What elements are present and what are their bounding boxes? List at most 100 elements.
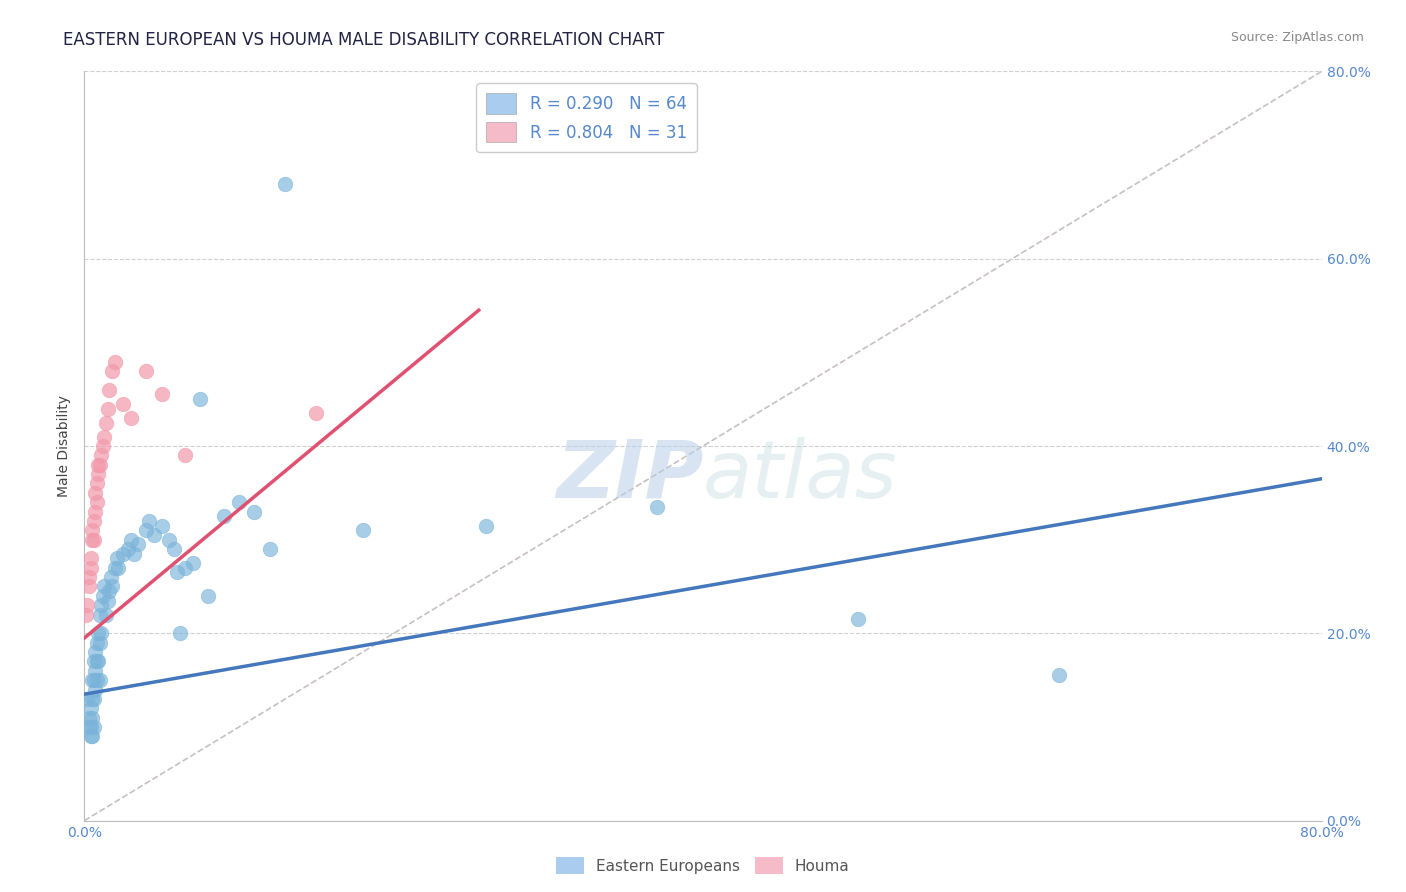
Y-axis label: Male Disability: Male Disability: [58, 395, 72, 497]
Point: [259, 542, 281, 557]
Point: [82, 673, 104, 688]
Point: [87, 458, 110, 472]
Point: [101, 580, 124, 594]
Point: [93, 430, 115, 444]
Legend: R = 0.290   N = 64, R = 0.804   N = 31: R = 0.290 N = 64, R = 0.804 N = 31: [477, 84, 697, 153]
Point: [150, 387, 173, 401]
Point: [86, 495, 108, 509]
Point: [305, 406, 328, 420]
Point: [89, 673, 111, 688]
Point: [174, 449, 197, 463]
Point: [76, 599, 98, 613]
Point: [846, 612, 869, 626]
Point: [96, 401, 118, 416]
Point: [84, 645, 107, 659]
Point: [82, 524, 104, 538]
Point: [94, 416, 117, 430]
Point: [90, 599, 112, 613]
Point: [135, 524, 157, 538]
Point: [86, 655, 108, 669]
Point: [352, 524, 374, 538]
Point: [1047, 668, 1070, 682]
Point: [181, 556, 204, 570]
Point: [79, 551, 101, 566]
Point: [90, 626, 112, 640]
Point: [84, 486, 107, 500]
Point: [107, 561, 129, 575]
Point: [112, 547, 135, 561]
Point: [127, 537, 149, 551]
Point: [104, 355, 127, 369]
Point: [87, 655, 110, 669]
Point: [83, 720, 105, 734]
Point: [138, 514, 160, 528]
Point: [94, 607, 117, 622]
Point: [83, 655, 105, 669]
Point: [86, 673, 108, 688]
Point: [117, 542, 139, 557]
Point: [79, 730, 101, 744]
Point: [82, 730, 104, 744]
Point: [86, 476, 108, 491]
Point: [82, 710, 104, 724]
Point: [188, 392, 211, 407]
Point: [122, 547, 145, 561]
Point: [83, 533, 105, 547]
Point: [83, 692, 105, 706]
Point: [87, 626, 110, 640]
Point: [75, 607, 97, 622]
Point: [120, 411, 142, 425]
Point: [77, 710, 100, 724]
Point: [143, 528, 166, 542]
Point: [197, 589, 219, 603]
Text: EASTERN EUROPEAN VS HOUMA MALE DISABILITY CORRELATION CHART: EASTERN EUROPEAN VS HOUMA MALE DISABILIT…: [63, 31, 665, 49]
Text: Source: ZipAtlas.com: Source: ZipAtlas.com: [1230, 31, 1364, 45]
Point: [100, 570, 122, 584]
Point: [76, 692, 98, 706]
Point: [77, 720, 100, 734]
Legend: Eastern Europeans, Houma: Eastern Europeans, Houma: [550, 851, 856, 880]
Point: [93, 580, 115, 594]
Point: [79, 720, 101, 734]
Point: [135, 364, 157, 378]
Point: [112, 397, 135, 411]
Point: [212, 509, 235, 524]
Point: [150, 518, 173, 533]
Point: [163, 542, 186, 557]
Point: [86, 635, 108, 649]
Point: [87, 467, 110, 482]
Point: [274, 177, 297, 191]
Point: [228, 495, 250, 509]
Point: [83, 673, 105, 688]
Point: [120, 533, 142, 547]
Text: ZIP: ZIP: [555, 437, 703, 515]
Point: [105, 551, 128, 566]
Point: [77, 570, 100, 584]
Point: [84, 505, 107, 519]
Point: [98, 584, 121, 599]
Point: [645, 500, 668, 514]
Point: [104, 561, 127, 575]
Point: [101, 364, 124, 378]
Point: [166, 566, 188, 580]
Point: [169, 626, 191, 640]
Point: [82, 692, 104, 706]
Point: [96, 593, 118, 607]
Point: [89, 607, 111, 622]
Point: [91, 589, 114, 603]
Point: [98, 383, 121, 397]
Point: [159, 533, 180, 547]
Point: [475, 518, 498, 533]
Point: [174, 561, 197, 575]
Point: [79, 701, 101, 715]
Point: [79, 561, 101, 575]
Point: [82, 533, 104, 547]
Point: [83, 514, 105, 528]
Point: [84, 682, 107, 697]
Point: [89, 635, 111, 649]
Point: [90, 449, 112, 463]
Point: [89, 458, 111, 472]
Point: [243, 505, 266, 519]
Point: [84, 664, 107, 678]
Point: [77, 580, 100, 594]
